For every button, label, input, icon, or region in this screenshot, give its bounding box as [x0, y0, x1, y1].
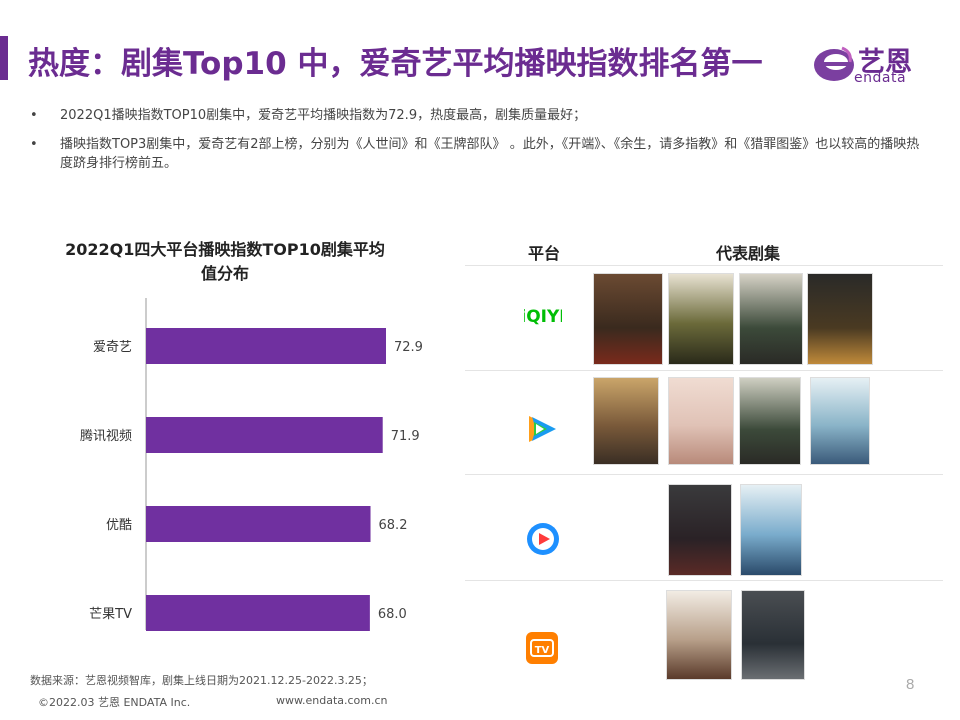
poster-image [807, 273, 873, 365]
category-label: 芒果TV [89, 606, 132, 622]
table-divider [465, 370, 943, 371]
category-label: 优酷 [106, 518, 132, 533]
poster-image [666, 590, 732, 680]
copyright: ©2022.03 艺恩 ENDATA Inc. [38, 696, 191, 709]
poster-image [668, 273, 734, 365]
table-divider [465, 580, 943, 581]
tencent-video-logo-icon [525, 412, 559, 451]
col-header-shows: 代表剧集 [716, 244, 781, 263]
chart-title: 2022Q1四大平台播映指数TOP10剧集平均值分布 [65, 240, 385, 283]
mango-tv-logo-icon: TV [526, 632, 558, 669]
bullet-1: 2022Q1播映指数TOP10剧集中，爱奇艺平均播映指数为72.9，热度最高，剧… [30, 106, 930, 125]
title-accent-bar [0, 36, 8, 80]
poster-image [740, 484, 802, 576]
iqiyi-logo-icon: iQIYI [520, 300, 566, 335]
mango-tv-logo-text: TV [535, 645, 550, 656]
col-header-platform: 平台 [528, 244, 561, 263]
poster-image [593, 377, 659, 465]
website-link: www.endata.com.cn [276, 694, 388, 707]
table-divider [465, 474, 943, 475]
poster-image [741, 590, 805, 680]
bar-chart: 爱奇艺 72.9 腾讯视频 71.9 优酷 68.2 芒果TV 68.0 [80, 298, 423, 631]
category-label: 腾讯视频 [80, 428, 132, 444]
poster-image [668, 484, 732, 576]
category-label: 爱奇艺 [93, 339, 132, 355]
logo-text: 艺恩 [858, 47, 912, 78]
bar-1 [146, 417, 383, 453]
bar-3 [146, 595, 370, 631]
page-number: 8 [906, 676, 915, 693]
data-label: 68.0 [378, 607, 407, 622]
poster-image [739, 273, 803, 365]
bar-2 [146, 506, 371, 542]
data-label: 68.2 [379, 518, 408, 533]
poster-image [739, 377, 801, 465]
bar-0 [146, 328, 386, 364]
endata-logo: 艺恩 endata [812, 40, 932, 86]
page-title: 热度：剧集Top10 中，爱奇艺平均播映指数排名第一 [28, 46, 763, 82]
iqiyi-logo-text: iQIYI [524, 307, 562, 327]
poster-image [810, 377, 870, 465]
table-divider [465, 265, 943, 266]
summary-bullets: 2022Q1播映指数TOP10剧集中，爱奇艺平均播映指数为72.9，热度最高，剧… [30, 106, 930, 183]
bullet-2: 播映指数TOP3剧集中，爱奇艺有2部上榜，分别为《人世间》和《王牌部队》 。此外… [30, 135, 930, 173]
endata-logo-icon [814, 46, 854, 81]
data-label: 72.9 [394, 340, 423, 355]
poster-image [668, 377, 734, 465]
youku-logo-icon [526, 522, 560, 561]
data-source-note: 数据来源：艺恩视频智库，剧集上线日期为2021.12.25-2022.3.25； [30, 674, 373, 687]
logo-subtext: endata [854, 70, 907, 86]
data-label: 71.9 [391, 429, 420, 444]
poster-image [593, 273, 663, 365]
